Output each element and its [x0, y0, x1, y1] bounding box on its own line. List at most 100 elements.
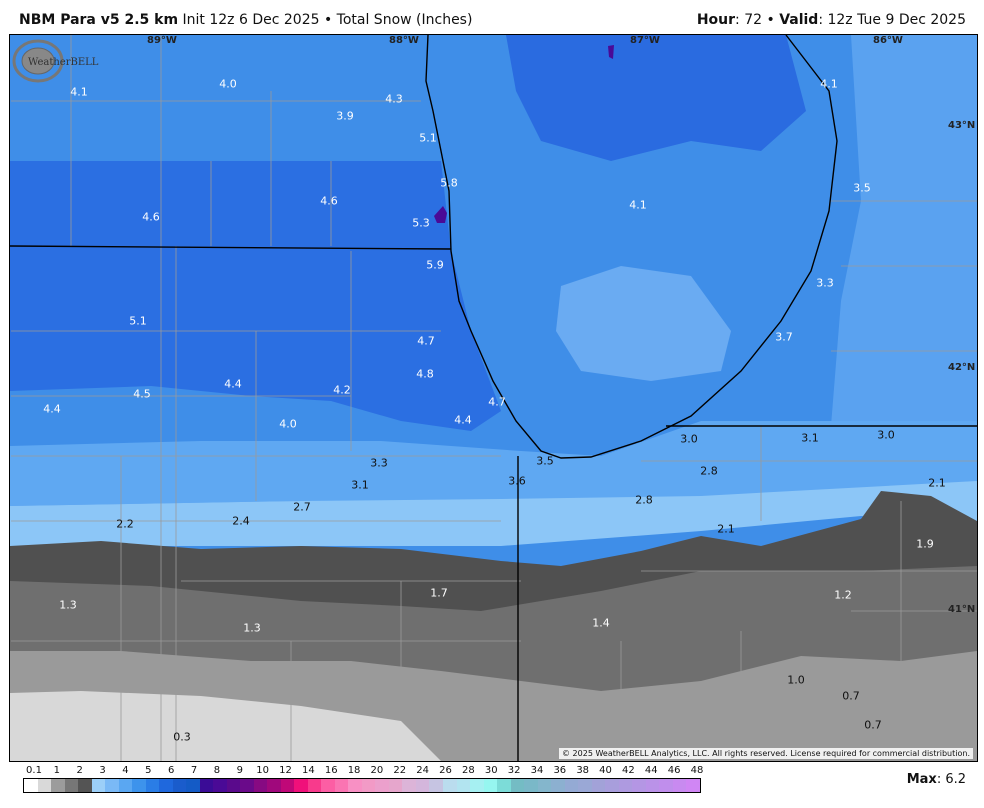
colorbar-label: 34 [530, 765, 544, 776]
county-lines [11, 35, 977, 761]
colorbar-swatch [618, 779, 633, 792]
snow-amount-label: 0.7 [864, 718, 882, 732]
colorbar-label: 48 [690, 765, 704, 776]
colorbar-swatch [361, 779, 376, 792]
colorbar-swatch [226, 779, 241, 792]
colorbar-swatch [483, 779, 498, 792]
snow-amount-label: 5.9 [426, 258, 444, 272]
band-2-3in [10, 421, 977, 506]
colorbar-label: 46 [667, 765, 681, 776]
colorbar-swatch [564, 779, 579, 792]
valid-time: Hour: 72 • Valid: 12z Tue 9 Dec 2025 [696, 12, 966, 28]
colorbar-swatch [334, 779, 349, 792]
snow-amount-label: 4.2 [333, 383, 351, 397]
colorbar-swatch [551, 779, 565, 792]
snow-amount-label: 0.7 [842, 689, 860, 703]
colorbar-swatch [415, 779, 430, 792]
colorbar-label: 36 [553, 765, 567, 776]
colorbar-label: 4 [122, 765, 129, 776]
colorbar-swatch [172, 779, 187, 792]
snow-amount-label: 2.2 [116, 517, 134, 531]
colorbar-swatch [199, 779, 214, 792]
colorbar-label: 8 [213, 765, 221, 776]
snow-amount-label: 3.1 [801, 431, 819, 445]
colorbar-swatch [470, 779, 484, 792]
snow-amount-label: 3.5 [536, 454, 554, 468]
snow-amount-label: 3.1 [351, 478, 369, 492]
snow-amount-label: 2.4 [232, 514, 250, 528]
colorbar-swatch [510, 779, 525, 792]
colorbar-label: 42 [622, 765, 635, 776]
snow-amount-label: 3.3 [370, 456, 388, 470]
snow-amount-label: 4.1 [629, 198, 647, 212]
colorbar-swatch [91, 779, 106, 792]
lat-label: 41°N [948, 604, 976, 615]
colorbar-swatch [659, 779, 673, 792]
colorbar-label: 30 [484, 765, 498, 776]
map-graphic [10, 35, 977, 761]
snow-amount-label: 3.6 [508, 474, 526, 488]
lon-label: 86°W [873, 35, 903, 46]
colorbar-swatch [145, 779, 160, 792]
colorbar-swatch [105, 779, 119, 792]
colorbar-label: 40 [599, 765, 612, 776]
copyright-notice: © 2025 WeatherBELL Analytics, LLC. All r… [559, 748, 973, 759]
snow-amount-label: 4.7 [488, 395, 506, 409]
colorbar-swatch [253, 779, 268, 792]
heavy-snow-lake-north [506, 35, 806, 161]
snow-amount-label: 4.8 [416, 367, 434, 381]
colorbar-swatch [294, 779, 308, 792]
snow-amount-label: 5.1 [129, 314, 147, 328]
colorbar-label: 5 [145, 765, 152, 776]
snowfall-map: 89°W 88°W 87°W 86°W 43°N 42°N 41°N 4.1 4.… [9, 34, 978, 762]
colorbar-swatch [240, 779, 254, 792]
svg-text:WeatherBELL: WeatherBELL [28, 57, 99, 68]
snow-amount-label: 2.8 [700, 464, 718, 478]
colorbar-label: 44 [644, 765, 658, 776]
colorbar-label: 28 [462, 765, 475, 776]
colorbar-label: 12 [279, 765, 292, 776]
colorbar-labels: 0.1 1 2 3 4 5 6 7 8 9 10 12 14 16 18 20 22 24 26 28 30 32 34 36… [0, 765, 720, 777]
lat-label: 43°N [948, 120, 976, 131]
snow-amount-label: 4.4 [43, 402, 61, 416]
colorbar-swatch [321, 779, 335, 792]
colorbar-swatch [213, 779, 227, 792]
colorbar-swatch [605, 779, 619, 792]
colorbar-label: 26 [439, 765, 452, 776]
colorbar-swatch [132, 779, 146, 792]
colorbar-label: 3 [99, 765, 106, 776]
weatherbell-logo: WeatherBELL [12, 39, 99, 83]
colorbar-label: 16 [324, 765, 338, 776]
snow-amount-label: 1.0 [787, 673, 805, 687]
snow-amount-label: 4.0 [219, 77, 237, 91]
snow-amount-label: 5.1 [419, 131, 437, 145]
snow-amount-label: 2.1 [928, 476, 946, 490]
snow-amount-label: 4.4 [224, 377, 242, 391]
lon-label: 87°W [630, 35, 660, 46]
colorbar-swatch [159, 779, 173, 792]
snow-amount-label: 1.2 [834, 588, 852, 602]
colorbar-swatch [186, 779, 200, 792]
colorbar-label: 7 [190, 765, 198, 776]
snow-amount-label: 1.9 [916, 537, 934, 551]
colorbar-label: 14 [301, 765, 315, 776]
snow-amount-label: 1.4 [592, 616, 610, 630]
colorbar-swatch [348, 779, 362, 792]
colorbar-label: 10 [256, 765, 269, 776]
snow-amount-label: 4.3 [385, 92, 403, 106]
colorbar-swatch [497, 779, 511, 792]
lon-label: 88°W [389, 35, 419, 46]
snow-amount-label: 4.7 [417, 334, 435, 348]
colorbar-label: 6 [167, 765, 175, 776]
colorbar-label: 20 [370, 765, 384, 776]
colorbar-swatch [645, 779, 660, 792]
colorbar-label: 22 [393, 765, 407, 776]
lon-label: 89°W [147, 35, 177, 46]
snow-amount-label: 4.1 [820, 77, 838, 91]
snow-amount-label: 1.3 [243, 621, 261, 635]
colorbar-swatch [307, 779, 322, 792]
snow-amount-label: 3.5 [853, 181, 871, 195]
band-lightest-gray [10, 691, 441, 761]
colorbar-label: 2 [76, 765, 83, 776]
snow-amount-label: 4.4 [454, 413, 472, 427]
